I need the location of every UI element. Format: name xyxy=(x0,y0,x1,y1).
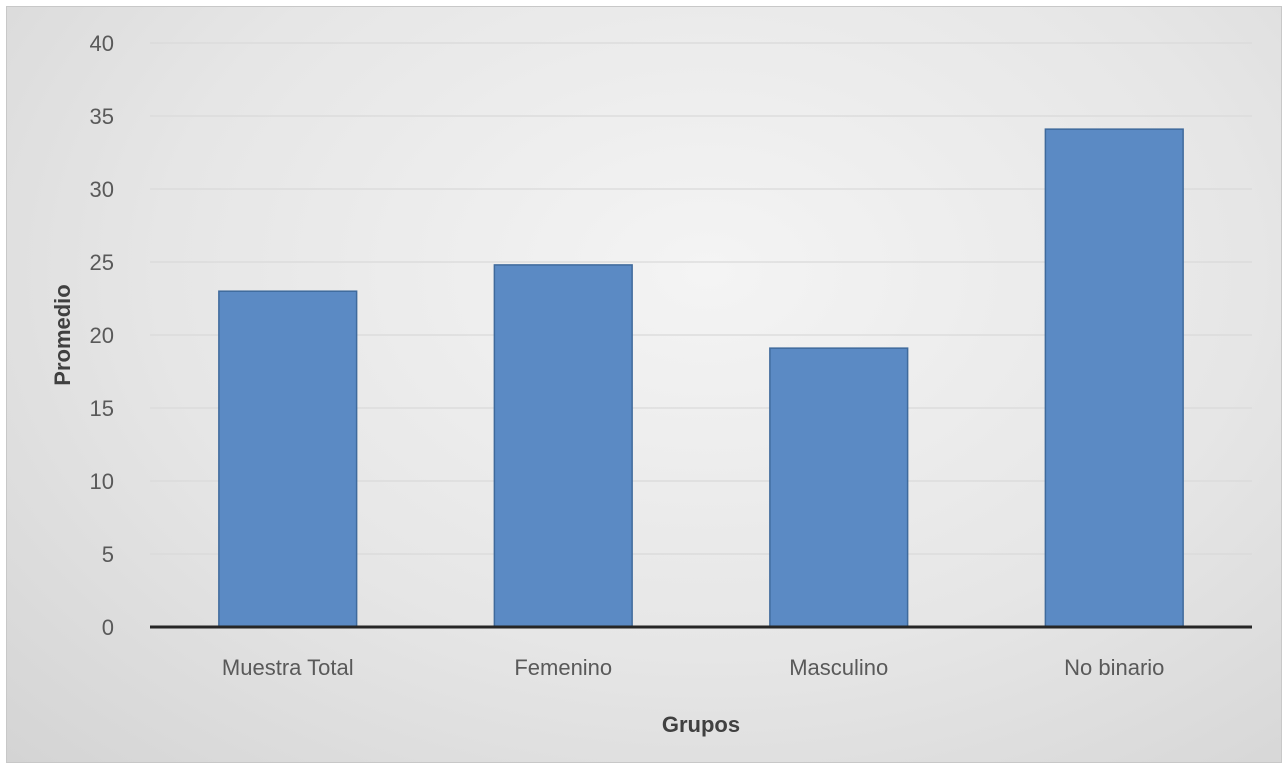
x-axis-title: Grupos xyxy=(662,712,740,737)
y-axis-ticks: 0 5 10 15 20 25 30 35 40 xyxy=(90,31,114,640)
x-axis-ticks: Muestra Total Femenino Masculino No binario xyxy=(222,655,1164,680)
y-tick-label: 30 xyxy=(90,177,114,202)
bars xyxy=(218,128,1184,628)
bar xyxy=(769,347,909,628)
y-tick-label: 40 xyxy=(90,31,114,56)
bar xyxy=(1044,128,1184,628)
y-tick-label: 15 xyxy=(90,396,114,421)
x-tick-label: Muestra Total xyxy=(222,655,354,680)
y-tick-label: 10 xyxy=(90,469,114,494)
x-tick-label: No binario xyxy=(1064,655,1164,680)
y-tick-label: 35 xyxy=(90,104,114,129)
y-tick-label: 5 xyxy=(102,542,114,567)
x-tick-label: Masculino xyxy=(789,655,888,680)
y-axis-title: Promedio xyxy=(50,284,75,385)
y-tick-label: 20 xyxy=(90,323,114,348)
y-tick-label: 0 xyxy=(102,615,114,640)
bar xyxy=(493,264,633,628)
bar xyxy=(218,290,358,628)
y-tick-label: 25 xyxy=(90,250,114,275)
x-tick-label: Femenino xyxy=(514,655,612,680)
